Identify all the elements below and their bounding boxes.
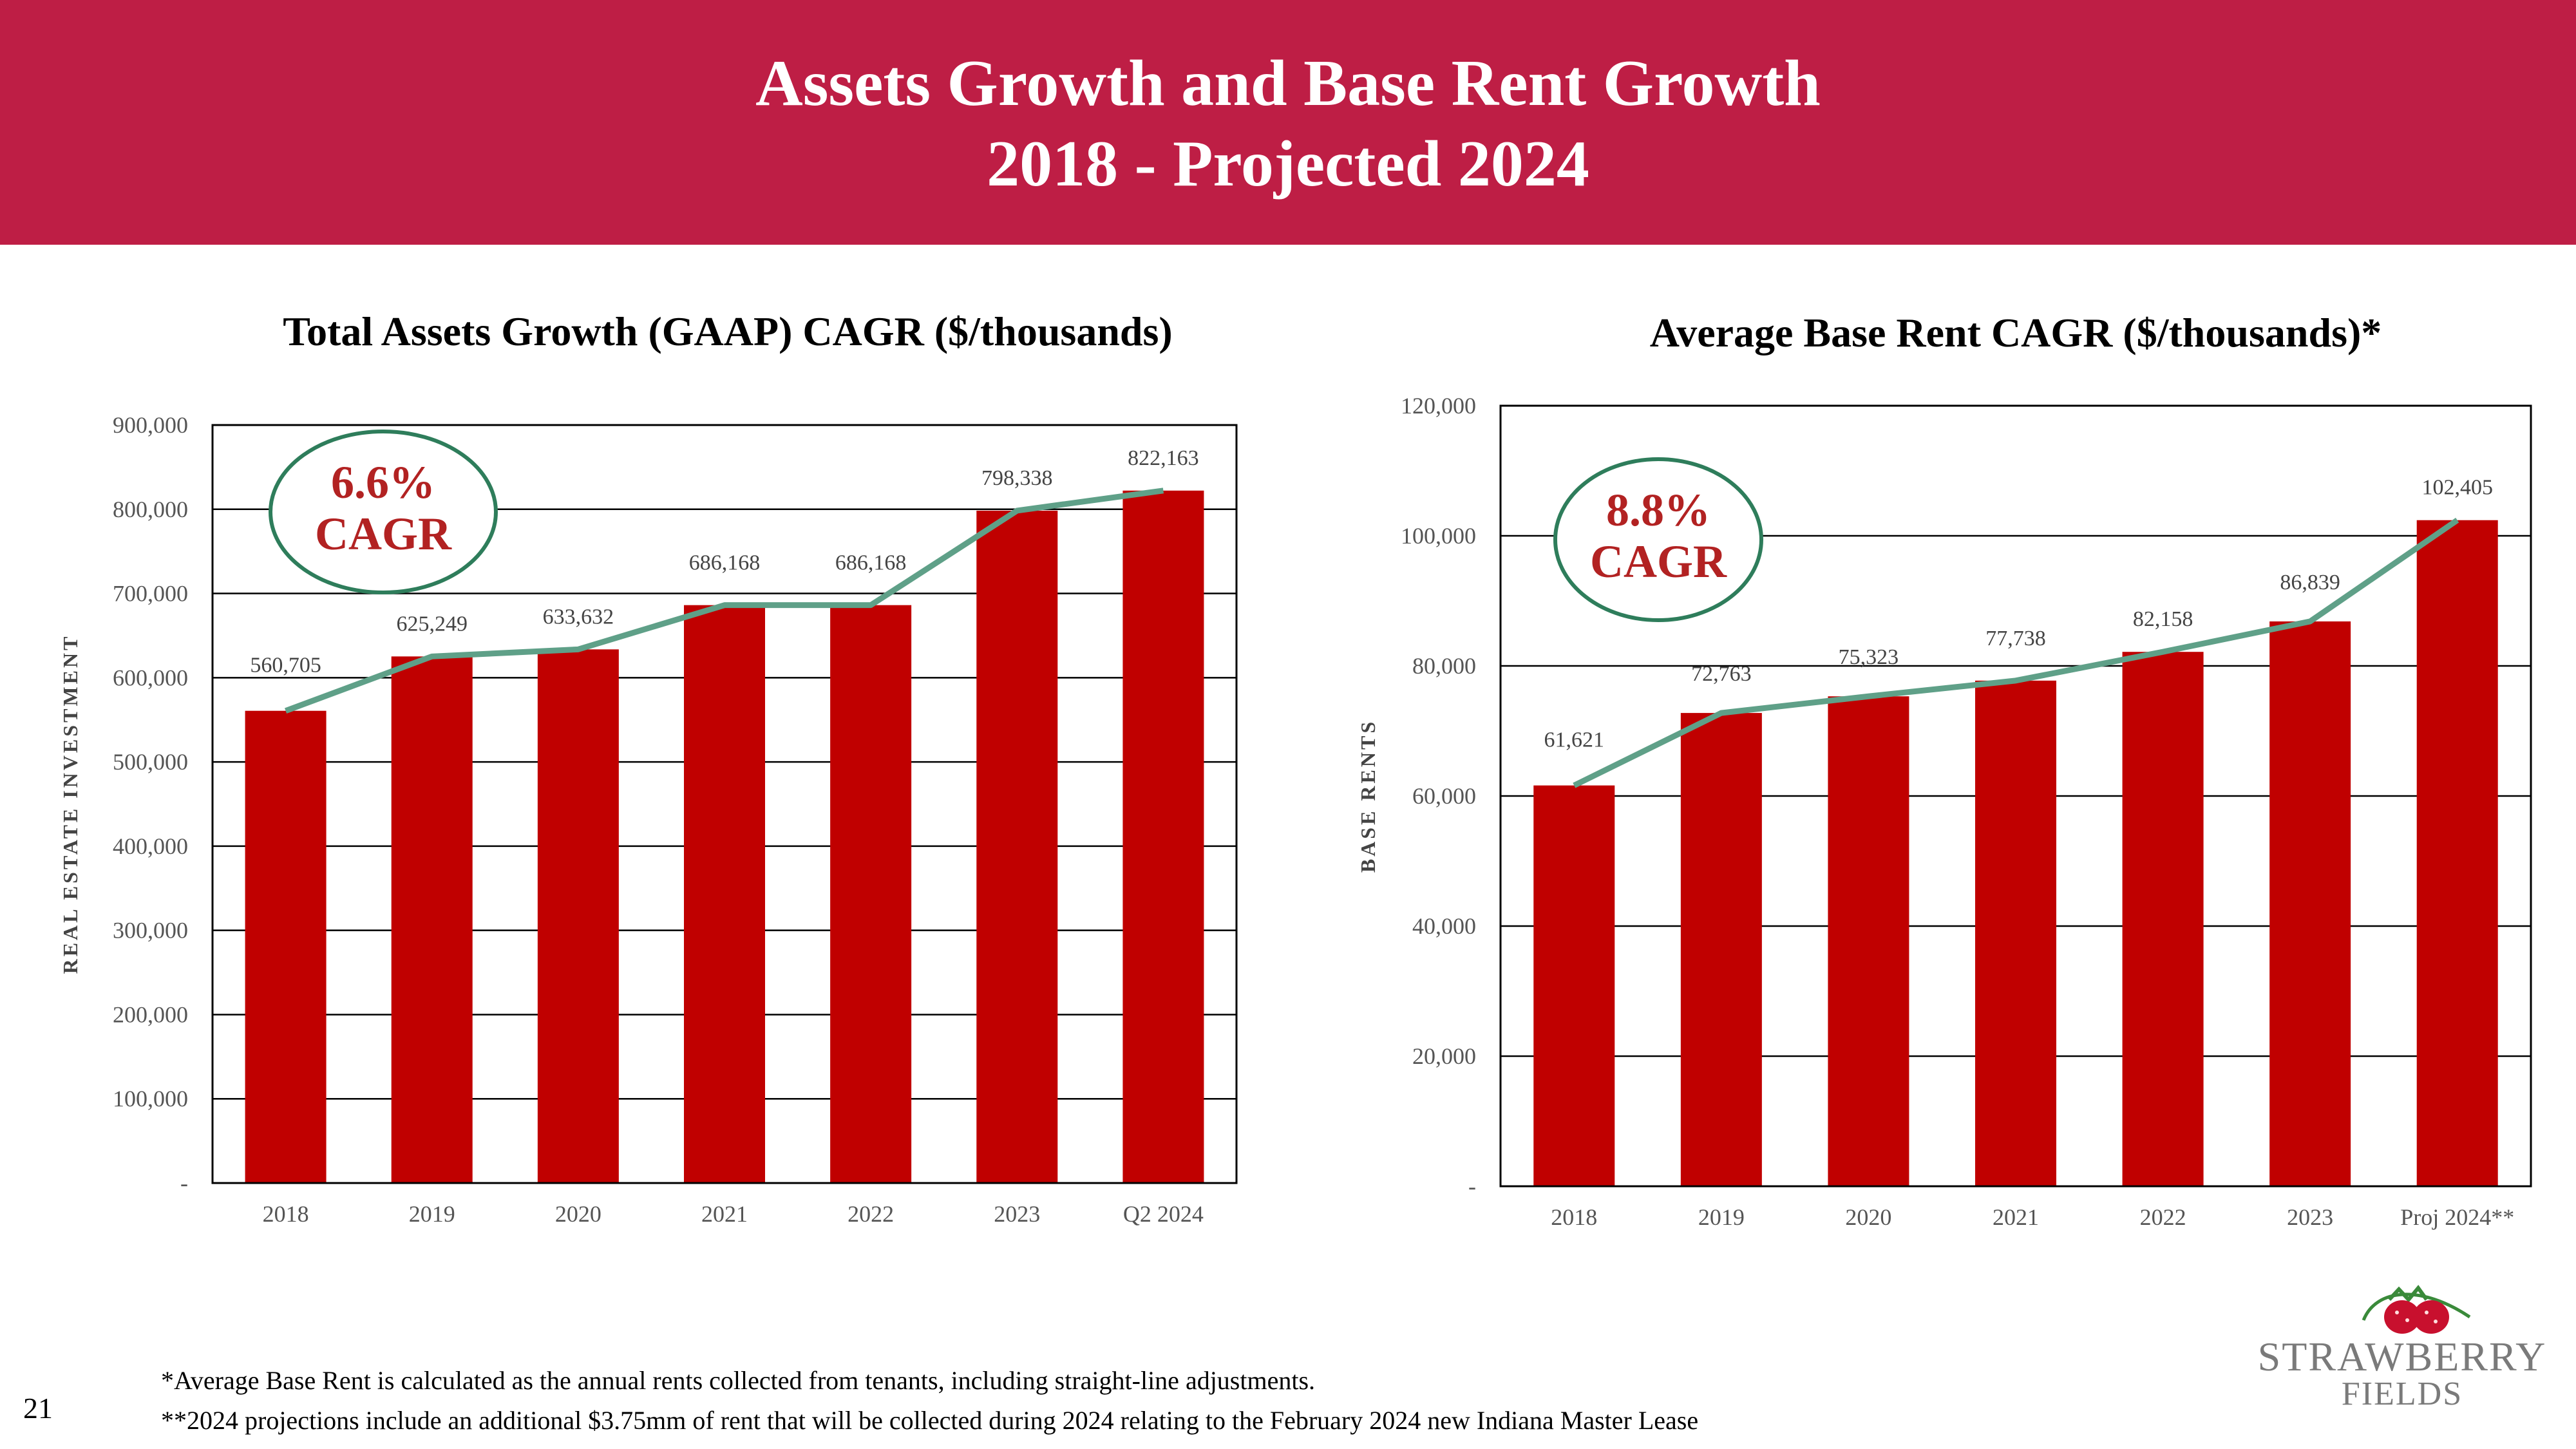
cagr-value: 6.6%	[331, 457, 435, 508]
y-tick-label: 100,000	[1401, 523, 1476, 549]
y-tick-label: 500,000	[113, 749, 188, 775]
chart-title-rent: Average Base Rent CAGR ($/thousands)*	[1649, 310, 2382, 355]
y-tick-label: 60,000	[1412, 783, 1476, 809]
header-banner: Assets Growth and Base Rent Growth 2018 …	[0, 0, 2576, 245]
x-tick-label: Q2 2024	[1123, 1201, 1204, 1227]
data-label: 798,338	[981, 466, 1053, 490]
strawberry-icon	[2362, 1285, 2471, 1334]
data-label: 61,621	[1544, 728, 1605, 752]
bar	[1533, 785, 1615, 1186]
bar	[2122, 652, 2204, 1186]
x-tick-label: 2023	[994, 1201, 1040, 1227]
x-tick-label: 2021	[701, 1201, 748, 1227]
bar	[1975, 680, 2056, 1186]
y-tick-label: 120,000	[1401, 393, 1476, 419]
logo-text-strawberry: STRAWBERRY	[2257, 1334, 2547, 1379]
cagr-value: 8.8%	[1606, 484, 1710, 536]
bar	[1122, 490, 1204, 1184]
y-tick-label: 100,000	[113, 1086, 188, 1112]
bar	[976, 510, 1058, 1183]
page-title-line1: Assets Growth and Base Rent Growth	[755, 47, 1821, 120]
x-tick-label: 2022	[848, 1201, 894, 1227]
y-tick-label: 600,000	[113, 665, 188, 690]
rent-chart: - 20,000 40,000 60,000 80,000 100,000 120,000 6…	[1356, 393, 2532, 1230]
x-tick-label: Proj 2024**	[2400, 1204, 2514, 1230]
y-axis-label: BASE RENTS	[1356, 719, 1379, 873]
plot-frame	[1499, 404, 2532, 1188]
chart-title-assets: Total Assets Growth (GAAP) CAGR ($/thous…	[283, 308, 1173, 354]
trend-line	[1573, 518, 2459, 788]
y-tick-label: 40,000	[1412, 913, 1476, 939]
y-tick-label: 900,000	[113, 412, 188, 438]
data-label: 72,763	[1691, 662, 1752, 686]
y-tick-label: 80,000	[1412, 653, 1476, 679]
plot-frame	[211, 424, 1238, 1184]
data-label: 77,738	[1985, 627, 2046, 650]
y-tick-label: 200,000	[113, 1001, 188, 1027]
data-label: 82,158	[2133, 607, 2193, 631]
bar	[391, 656, 473, 1183]
x-tick-label: 2020	[1845, 1204, 1891, 1230]
y-tick-label: 800,000	[113, 497, 188, 522]
y-axis-label: REAL ESTATE INVESTMENT	[59, 634, 82, 974]
bar	[537, 649, 619, 1183]
y-tick-label: 300,000	[113, 918, 188, 943]
x-tick-label: 2022	[2140, 1204, 2186, 1230]
y-tick-label: 400,000	[113, 833, 188, 859]
footnote-projection: **2024 projections include an additional…	[161, 1406, 1699, 1435]
x-tick-label: 2019	[1698, 1204, 1745, 1230]
data-label: 560,705	[250, 654, 321, 677]
page-title-line2: 2018 - Projected 2024	[987, 128, 1589, 200]
bar	[245, 710, 327, 1183]
cagr-ellipse	[1553, 457, 1763, 622]
cagr-label: CAGR	[315, 508, 452, 560]
x-tick-label: 2018	[1551, 1204, 1597, 1230]
y-tick-label: 700,000	[113, 581, 188, 607]
bar	[2416, 520, 2498, 1186]
bar	[2269, 621, 2351, 1186]
data-label: 625,249	[396, 612, 468, 636]
data-label: 75,323	[1839, 645, 1899, 669]
page-number: 21	[23, 1392, 53, 1425]
y-tick-label: -	[180, 1170, 188, 1196]
bar	[684, 605, 765, 1183]
y-tick-label: 20,000	[1412, 1043, 1476, 1069]
data-label: 633,632	[543, 605, 614, 629]
bar	[830, 605, 912, 1183]
data-label: 822,163	[1128, 446, 1199, 470]
x-tick-label: 2020	[555, 1201, 601, 1227]
footnote-average-rent: *Average Base Rent is calculated as the …	[161, 1366, 1316, 1395]
trend-line	[285, 488, 1164, 714]
data-label: 686,168	[689, 551, 761, 575]
x-tick-label: 2021	[1993, 1204, 2039, 1230]
company-logo: STRAWBERRY FIELDS	[2254, 1282, 2550, 1412]
assets-chart: - 100,000 200,000 300,000 400,000 500,000 600,…	[59, 412, 1238, 1227]
logo-text-fields: FIELDS	[2341, 1376, 2463, 1412]
y-tick-label: -	[1468, 1173, 1476, 1199]
bar	[1828, 696, 1909, 1186]
data-label: 102,405	[2421, 476, 2493, 500]
x-tick-label: 2019	[409, 1201, 455, 1227]
x-tick-label: 2023	[2287, 1204, 2333, 1230]
data-label: 86,839	[2280, 571, 2340, 594]
bar	[1680, 713, 1762, 1186]
data-label: 686,168	[835, 551, 907, 575]
cagr-ellipse	[269, 430, 498, 594]
cagr-label: CAGR	[1590, 536, 1727, 587]
x-tick-label: 2018	[263, 1201, 309, 1227]
